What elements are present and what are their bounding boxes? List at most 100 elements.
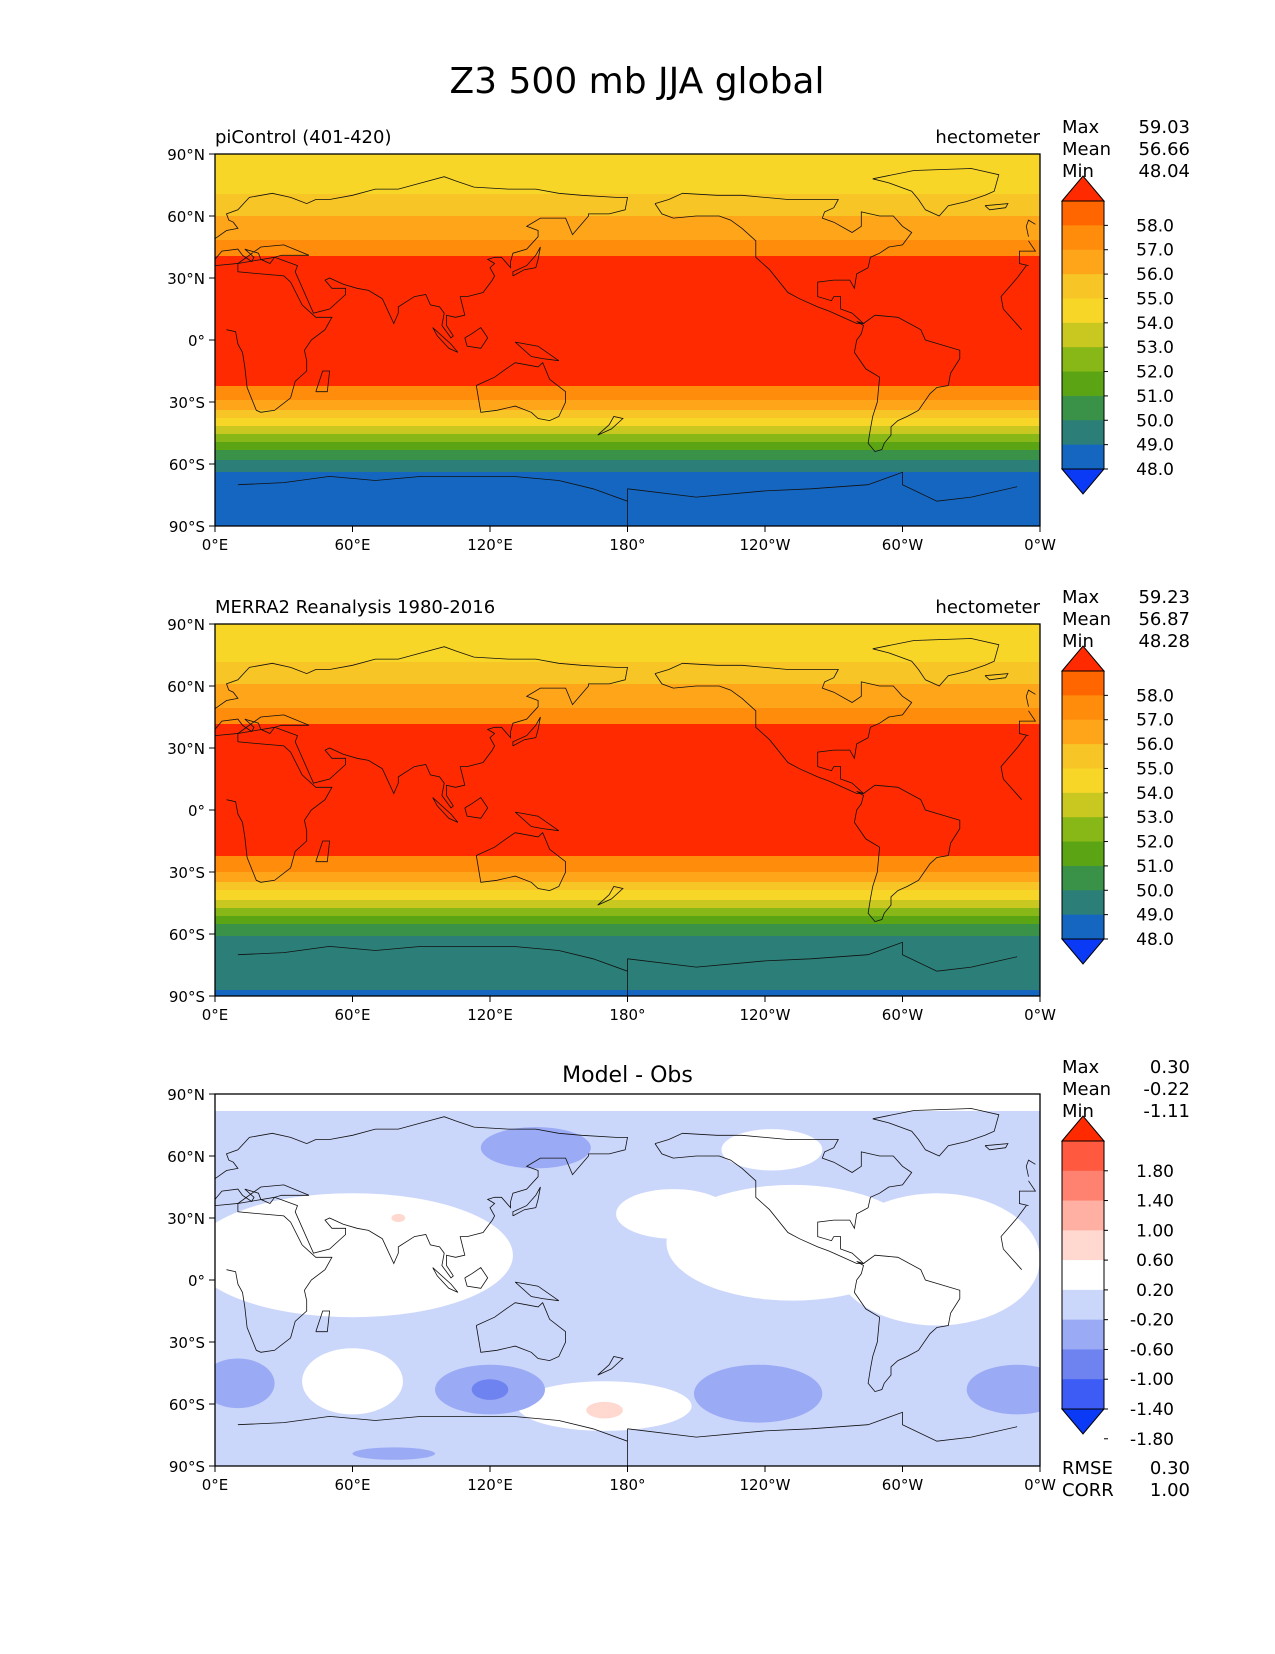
- coastline: [464, 797, 489, 819]
- lon-tick-label: 60°W: [882, 1476, 924, 1494]
- field-band: [215, 782, 1040, 785]
- field-band: [215, 904, 1040, 907]
- lat-tick-label: 0°: [188, 802, 205, 820]
- coastline: [215, 1116, 628, 1279]
- field-band: [215, 756, 1040, 759]
- field-band: [215, 862, 1040, 865]
- field-band: [215, 630, 1040, 633]
- colorbar-extend-min: [1060, 938, 1106, 965]
- field-band: [215, 292, 1040, 295]
- field-band: [215, 452, 1040, 455]
- colorbar-segment: [1062, 1141, 1104, 1172]
- colorbar-tick-label: 49.0: [1136, 436, 1174, 456]
- field-band: [215, 474, 1040, 477]
- field-band: [215, 462, 1040, 465]
- map-field: [215, 624, 1040, 996]
- field-band: [215, 950, 1040, 953]
- field-band: [215, 360, 1040, 363]
- colorbar-segment: [1062, 890, 1104, 916]
- lat-tick-label: 60°S: [169, 926, 205, 944]
- field-band: [215, 948, 1040, 951]
- colorbar-tick-label: 50.0: [1136, 881, 1174, 901]
- colorbar-tick-label: 51.0: [1136, 857, 1174, 877]
- field-band: [215, 908, 1040, 911]
- colorbar-tick-label: -1.80: [1130, 1430, 1174, 1450]
- field-band: [215, 422, 1040, 425]
- colorbar-tick-label: 1.00: [1136, 1221, 1174, 1241]
- colorbar-segment: [1062, 322, 1104, 348]
- field-band: [215, 946, 1040, 949]
- field-band: [215, 348, 1040, 351]
- field-band: [215, 154, 1040, 157]
- field-band: [215, 396, 1040, 399]
- field-band: [215, 658, 1040, 661]
- difference-contour: [833, 1193, 1040, 1326]
- field-band: [215, 208, 1040, 211]
- field-band: [215, 652, 1040, 655]
- field-band: [215, 320, 1040, 323]
- field-band: [215, 808, 1040, 811]
- field-band: [215, 226, 1040, 229]
- field-band: [215, 692, 1040, 695]
- field-band: [215, 164, 1040, 167]
- field-band: [215, 934, 1040, 937]
- field-band: [215, 362, 1040, 365]
- field-band: [215, 794, 1040, 797]
- field-band: [215, 930, 1040, 933]
- colorbar-tick-label: 1.80: [1136, 1162, 1174, 1182]
- field-band: [215, 418, 1040, 421]
- field-band: [215, 654, 1040, 657]
- map-panel: Model - Obs 90°N 60°N 30°N 0° 30°S 60°S 90°S0°E…: [167, 1057, 1190, 1501]
- field-band: [215, 898, 1040, 901]
- field-band: [215, 352, 1040, 355]
- stat-label: Max: [1062, 117, 1100, 138]
- field-band: [215, 368, 1040, 371]
- coastline: [315, 1310, 331, 1333]
- lon-tick-label: 0°E: [202, 1006, 229, 1024]
- colorbar-segment: [1062, 249, 1104, 275]
- colorbar: 58.0 57.0 56.0 55.0 54.0 53.0 52.0 51.0 50.0 49.0…: [1060, 645, 1174, 965]
- colorbar: 58.0 57.0 56.0 55.0 54.0 53.0 52.0 51.0 50.0 49.0…: [1060, 175, 1174, 495]
- colorbar-segment: [1062, 841, 1104, 867]
- difference-contour: [480, 1127, 591, 1169]
- field-band: [215, 902, 1040, 905]
- field-band: [215, 894, 1040, 897]
- field-band: [215, 690, 1040, 693]
- field-band: [215, 306, 1040, 309]
- colorbar-tick-label: 0.20: [1136, 1281, 1174, 1301]
- field-band: [215, 848, 1040, 851]
- lat-tick-label: 0°: [188, 332, 205, 350]
- field-band: [215, 644, 1040, 647]
- colorbar-tick-label: 52.0: [1136, 363, 1174, 383]
- difference-contour: [966, 1364, 1040, 1415]
- field-band: [215, 178, 1040, 181]
- field-band: [215, 304, 1040, 307]
- field-band: [215, 484, 1040, 487]
- field-band: [215, 806, 1040, 809]
- map-field: [215, 1108, 1040, 1466]
- colorbar-tick-label: 56.0: [1136, 735, 1174, 755]
- lon-tick-label: 60°E: [334, 1006, 370, 1024]
- field-band: [215, 414, 1040, 417]
- field-band: [215, 276, 1040, 279]
- field-band: [215, 676, 1040, 679]
- field-band: [215, 954, 1040, 957]
- field-band: [215, 186, 1040, 189]
- field-band: [215, 374, 1040, 377]
- colorbar-tick-label: 55.0: [1136, 289, 1174, 309]
- field-band: [215, 716, 1040, 719]
- colorbar-tick-label: 58.0: [1136, 686, 1174, 706]
- field-band: [215, 842, 1040, 845]
- field-band: [215, 382, 1040, 385]
- coastline: [597, 1356, 624, 1376]
- colorbar-tick-label: 57.0: [1136, 711, 1174, 731]
- field-band: [215, 826, 1040, 829]
- field-band: [215, 378, 1040, 381]
- field-band: [215, 314, 1040, 317]
- colorbar-segment: [1062, 817, 1104, 843]
- field-band: [215, 270, 1040, 273]
- lon-tick-label: 60°W: [882, 536, 924, 554]
- field-band: [215, 430, 1040, 433]
- field-band: [215, 648, 1040, 651]
